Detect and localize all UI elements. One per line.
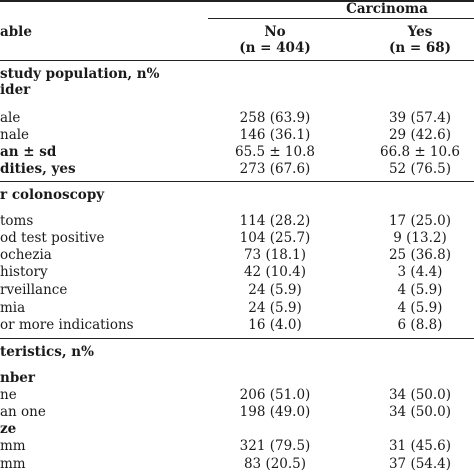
cell-no: 104 (25.7): [239, 230, 311, 246]
section-title: study population, n%: [0, 66, 160, 82]
row-label: an one: [0, 404, 46, 420]
cell-no: 65.5 ± 10.8: [234, 144, 315, 160]
cell-yes: 39 (57.4): [388, 110, 452, 126]
cell-no: 114 (28.2): [239, 213, 311, 229]
subsection-title: ze: [0, 421, 17, 437]
group-underline: [208, 18, 474, 19]
row-label: mia: [0, 300, 26, 316]
row-label: rveillance: [0, 282, 68, 298]
cell-no: 73 (18.1): [243, 247, 307, 263]
section-rule: [0, 181, 474, 182]
cell-no: 146 (36.1): [239, 127, 311, 143]
row-label: ne: [0, 387, 17, 403]
cell-yes: 6 (8.8): [397, 317, 443, 333]
row-label: nale: [0, 127, 30, 143]
subsection-title: ider: [0, 82, 31, 98]
header-rule: [0, 60, 474, 61]
col-no-header: No: [264, 24, 286, 40]
section-title: teristics, n%: [0, 344, 94, 360]
cell-no: 206 (51.0): [239, 387, 311, 403]
row-label: toms: [0, 213, 34, 229]
cell-yes: 34 (50.0): [388, 404, 452, 420]
row-label: mm: [0, 456, 26, 472]
row-label: od test positive: [0, 230, 105, 246]
cell-yes: 9 (13.2): [393, 230, 447, 246]
row-label: ale: [0, 110, 21, 126]
cell-no: 273 (67.6): [239, 161, 311, 177]
row-label: mm: [0, 438, 26, 454]
cell-yes: 4 (5.9): [397, 300, 443, 316]
cell-yes: 17 (25.0): [388, 213, 452, 229]
cell-no: 42 (10.4): [243, 264, 307, 280]
cell-no: 198 (49.0): [239, 404, 311, 420]
variable-header: able: [0, 24, 32, 40]
row-label: or more indications: [0, 317, 134, 333]
group-header: Carcinoma: [346, 1, 428, 17]
section-title: r colonoscopy: [0, 187, 105, 203]
subsection-title: nber: [0, 370, 35, 386]
cell-yes: 34 (50.0): [388, 387, 452, 403]
cell-yes: 66.8 ± 10.6: [379, 144, 460, 160]
n-no-header: (n = 404): [239, 40, 311, 56]
n-yes-header: (n = 68): [388, 40, 452, 56]
cell-yes: 29 (42.6): [388, 127, 452, 143]
section-rule: [0, 338, 474, 339]
row-label: dities, yes: [0, 161, 76, 177]
row-label: an ± sd: [0, 144, 57, 160]
cell-no: 258 (63.9): [239, 110, 311, 126]
col-yes-header: Yes: [407, 24, 433, 40]
cell-yes: 25 (36.8): [388, 247, 452, 263]
cell-yes: 31 (45.6): [388, 438, 452, 454]
row-label: history: [0, 264, 48, 280]
cell-yes: 52 (76.5): [388, 161, 452, 177]
cell-yes: 3 (4.4): [397, 264, 443, 280]
cell-no: 321 (79.5): [239, 438, 311, 454]
cell-no: 24 (5.9): [248, 282, 302, 298]
cell-no: 24 (5.9): [248, 300, 302, 316]
row-label: ochezia: [0, 247, 52, 263]
top-rule: [0, 0, 474, 2]
cell-yes: 37 (54.4): [388, 456, 452, 472]
cell-no: 83 (20.5): [243, 456, 307, 472]
cell-no: 16 (4.0): [248, 317, 302, 333]
cell-yes: 4 (5.9): [397, 282, 443, 298]
